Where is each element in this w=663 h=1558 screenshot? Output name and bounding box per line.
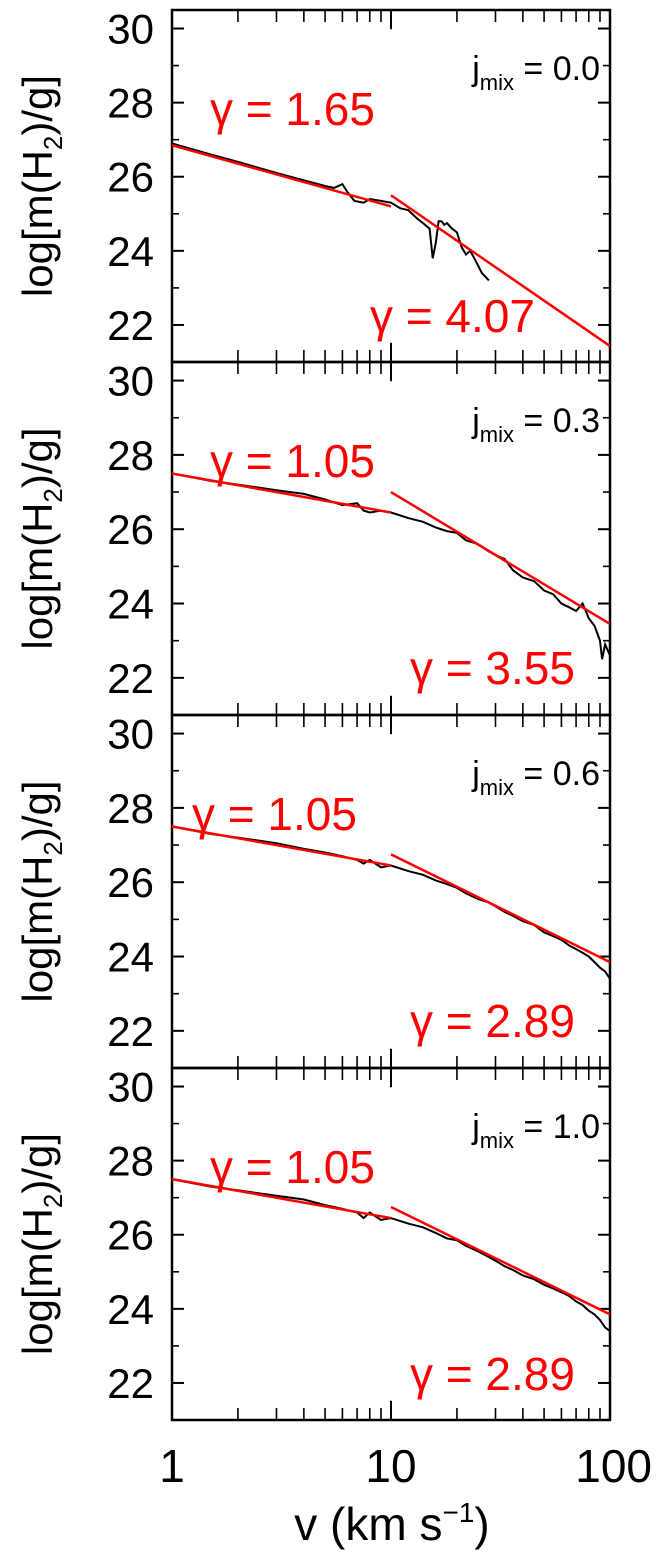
gamma-label-high: γ = 2.89 bbox=[410, 995, 575, 1047]
y-tick-label: 28 bbox=[107, 785, 154, 832]
gamma-label-low: γ = 1.05 bbox=[210, 435, 375, 487]
fit-line-high bbox=[390, 194, 610, 348]
jmix-label: jmix = 0.3 bbox=[471, 402, 600, 447]
y-tick-label: 28 bbox=[107, 80, 154, 127]
panel-1: 22 24 26 28 30 log[m(H2)/g] γ = 1.65 γ = 4.07 jm… bbox=[14, 6, 612, 364]
x-tick-label: 1 bbox=[159, 1440, 185, 1492]
y-tick-label: 24 bbox=[107, 581, 154, 628]
jmix-label: jmix = 0.0 bbox=[471, 50, 600, 95]
fit-line-low bbox=[172, 144, 392, 208]
y-tick-label: 28 bbox=[107, 432, 154, 479]
y-axis-label: log[m(H2)/g] bbox=[14, 780, 68, 1002]
y-axis-label: log[m(H2)/g] bbox=[14, 75, 68, 297]
data-series-line bbox=[172, 472, 610, 660]
gamma-label-high: γ = 2.89 bbox=[410, 1348, 575, 1400]
fit-line-low bbox=[172, 472, 392, 514]
gamma-label-low: γ = 1.05 bbox=[192, 788, 357, 840]
y-tick-label: 30 bbox=[107, 358, 154, 405]
fit-line-low bbox=[172, 825, 392, 867]
y-axis-label: log[m(H2)/g] bbox=[14, 427, 68, 649]
y-tick-label: 26 bbox=[107, 506, 154, 553]
jmix-label: jmix = 1.0 bbox=[471, 1108, 600, 1153]
y-tick-label: 22 bbox=[107, 655, 154, 702]
y-tick-label: 30 bbox=[107, 1064, 154, 1111]
data-series-line bbox=[172, 1178, 610, 1332]
y-tick-label: 22 bbox=[107, 1360, 154, 1407]
y-axis-label: log[m(H2)/g] bbox=[14, 1133, 68, 1355]
y-tick-label: 22 bbox=[107, 1008, 154, 1055]
gamma-label-low: γ = 1.05 bbox=[210, 1141, 375, 1193]
x-tick-label: 10 bbox=[365, 1440, 416, 1492]
y-tick-label: 24 bbox=[107, 228, 154, 275]
y-tick-label: 26 bbox=[107, 1212, 154, 1259]
fit-line-high bbox=[390, 853, 610, 964]
y-tick-label: 30 bbox=[107, 6, 154, 53]
panel-4: 22 24 26 28 30 log[m(H2)/g] γ = 1.05 γ = 2.89 jm… bbox=[14, 1064, 612, 1422]
y-tick-label: 28 bbox=[107, 1138, 154, 1185]
x-tick-label: 100 bbox=[575, 1440, 652, 1492]
fit-line-low bbox=[172, 1177, 392, 1220]
panel-2: 22 24 26 28 30 log[m(H2)/g] γ = 1.05 γ = 3.55 jm… bbox=[14, 358, 612, 717]
y-tick-label: 26 bbox=[107, 154, 154, 201]
y-tick-label: 26 bbox=[107, 859, 154, 906]
fit-line-high bbox=[390, 1205, 610, 1316]
y-tick-label: 30 bbox=[107, 711, 154, 758]
data-series-line bbox=[172, 142, 490, 282]
gamma-label-high: γ = 4.07 bbox=[370, 290, 535, 342]
panel-3: 22 24 26 28 30 log[m(H2)/g] γ = 1.05 γ = 2.89 jm… bbox=[14, 711, 612, 1070]
y-tick-label: 22 bbox=[107, 302, 154, 349]
jmix-label: jmix = 0.6 bbox=[471, 755, 600, 800]
y-tick-label: 24 bbox=[107, 1286, 154, 1333]
data-series-line bbox=[172, 825, 610, 980]
fit-line-high bbox=[390, 490, 610, 626]
gamma-label-high: γ = 3.55 bbox=[410, 642, 575, 694]
y-tick-label: 24 bbox=[107, 934, 154, 981]
x-axis-label: v (km s−1) bbox=[294, 1497, 489, 1550]
gamma-label-low: γ = 1.65 bbox=[210, 83, 375, 135]
